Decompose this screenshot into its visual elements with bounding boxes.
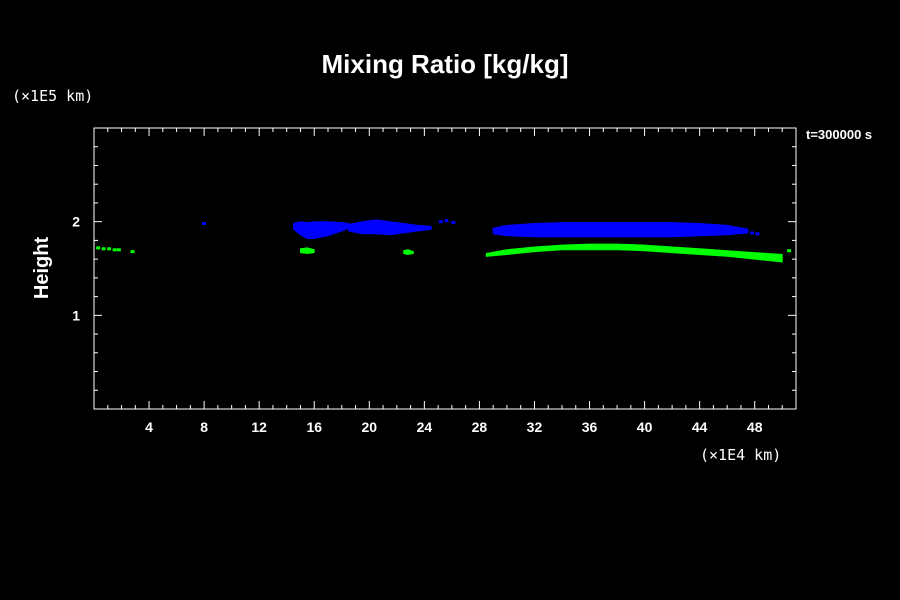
y-tick-label: 2: [72, 214, 80, 230]
x-tick-label: 8: [200, 419, 208, 435]
series-0-band-2: [492, 222, 749, 238]
series-0: [202, 219, 760, 239]
series-1-point-6: [787, 249, 792, 253]
y-tick-label: 1: [72, 307, 80, 323]
series-0-point-3: [451, 221, 456, 225]
series-1-point-1: [101, 247, 106, 251]
x-tick-label: 20: [362, 419, 378, 435]
series-1: [96, 243, 792, 263]
chart-title: Mixing Ratio [kg/kg]: [322, 49, 569, 79]
x-tick-label: 44: [692, 419, 708, 435]
x-tick-label: 32: [527, 419, 543, 435]
series-1-point-2: [107, 247, 112, 251]
x-tick-label: 28: [472, 419, 488, 435]
plot-frame: [93, 127, 797, 410]
series-1-band-1: [300, 247, 315, 255]
series-0-band-0: [293, 221, 350, 239]
y-axis-label: Height: [31, 237, 53, 300]
time-label: t=300000 s: [806, 127, 872, 142]
series-1-point-3: [112, 248, 117, 252]
series-1-band-2: [403, 249, 414, 256]
x-tick-label: 4: [145, 419, 153, 435]
x-tick-label: 12: [251, 419, 267, 435]
series-1-point-0: [96, 246, 101, 250]
series-1-point-5: [130, 250, 135, 254]
x-tick-label: 40: [637, 419, 653, 435]
series-0-point-0: [202, 222, 207, 225]
x-tick-label: 24: [417, 419, 433, 435]
series-0-point-5: [755, 232, 760, 236]
series-0-point-1: [438, 220, 443, 224]
series-1-band-0: [485, 243, 783, 263]
x-tick-label: 16: [306, 419, 322, 435]
series-0-point-4: [750, 231, 754, 235]
series-1-point-4: [116, 248, 121, 252]
x-unit-label: (×1E4 km): [700, 446, 781, 464]
data-layer: [96, 219, 792, 263]
series-0-point-2: [444, 219, 449, 223]
series-0-band-1: [348, 219, 432, 236]
x-tick-label: 36: [582, 419, 598, 435]
y-unit-label: (×1E5 km): [12, 87, 93, 105]
x-tick-label: 48: [747, 419, 763, 435]
